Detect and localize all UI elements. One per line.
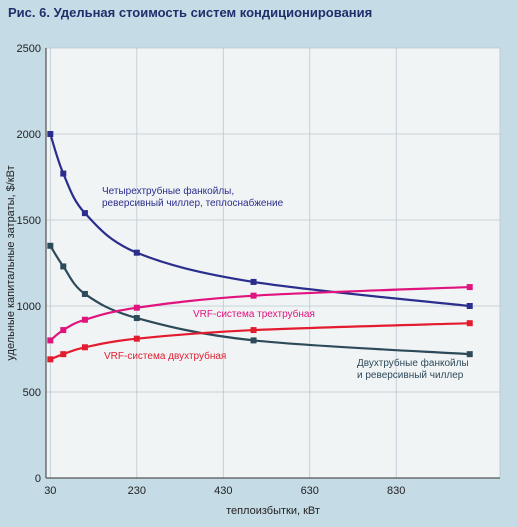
data-point [47,356,54,363]
y-tick-label: 1000 [17,301,41,313]
data-point [133,249,140,256]
data-point [466,303,473,309]
data-point [250,278,257,285]
y-tick-label: 0 [35,473,41,485]
data-point [81,210,88,217]
axes: 0 500 1000 1500 2000 2500 30 230 430 630 830 теплои… [5,43,500,517]
series-2 [47,242,473,358]
data-point [60,170,67,177]
y-tick-label: 1500 [17,215,41,227]
series-4 [47,320,473,363]
data-point [133,335,140,342]
series [47,131,473,363]
y-tick-label: 2000 [17,129,41,141]
data-point [47,131,54,137]
data-point [250,292,257,299]
data-point [81,344,88,351]
data-point [466,320,473,327]
plot-area [46,48,500,478]
annotation-label: Двухтрубные фанкойлы и реверсивный чиллер [357,357,469,381]
data-point [466,284,473,291]
series-3 [47,284,473,344]
annotations: Четырехтрубные фанкойлы, реверсивный чилл… [102,185,469,381]
chart-title: Рис. 6. Удельная стоимость систем кондиц… [8,5,373,20]
y-tick-label: 500 [23,387,41,399]
data-point [250,327,257,334]
data-point [81,316,88,323]
data-point [60,327,67,334]
x-tick-label: 30 [44,485,56,497]
data-point [47,337,54,344]
y-axis-label: удельные капитальные затраты, $/кВт [5,165,17,360]
data-point [250,337,257,344]
x-tick-label: 230 [128,485,146,497]
x-tick-label: 630 [301,485,319,497]
data-point [60,351,67,358]
data-point [133,304,140,311]
x-tick-label: 830 [387,485,405,497]
data-point [466,351,473,358]
data-point [133,315,140,322]
y-tick-label: 2500 [17,43,41,55]
data-point [60,263,67,270]
x-axis-label: теплоизбытки, кВт [226,505,320,517]
x-tick-label: 430 [214,485,232,497]
data-point [47,242,54,249]
annotation-label: VRF-система двухтрубная [104,350,226,362]
data-point [81,290,88,297]
annotation-label: Четырехтрубные фанкойлы, реверсивный чилл… [102,185,284,209]
annotation-label: VRF-система трехтрубная [193,308,315,320]
